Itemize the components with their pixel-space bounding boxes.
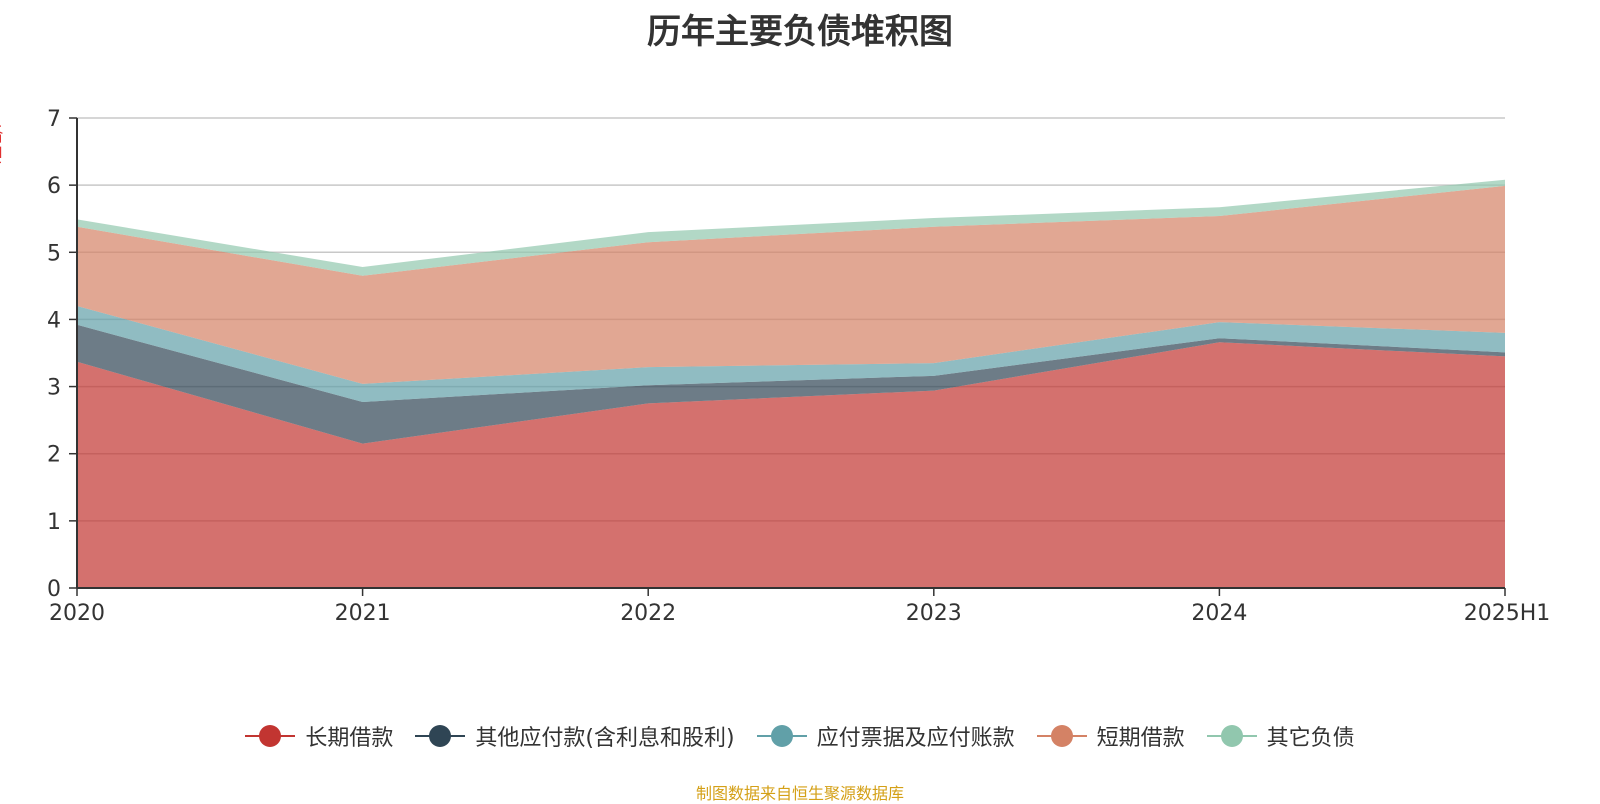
legend-marker-icon xyxy=(1206,724,1257,748)
data-source-note: 制图数据来自恒生聚源数据库 xyxy=(695,784,904,803)
series-area-1 xyxy=(77,342,1505,588)
legend-marker-icon xyxy=(756,724,807,748)
y-tick-label: 5 xyxy=(47,241,61,266)
legend-item-2[interactable]: 其他应付款(含利息和股利) xyxy=(415,720,735,752)
series-area-5 xyxy=(77,179,1505,276)
legend-label: 短期借款 xyxy=(1096,726,1185,751)
legend-item-3[interactable]: 应付票据及应付账款 xyxy=(756,720,1015,752)
legend-label: 长期借款 xyxy=(305,726,394,751)
legend-marker-icon xyxy=(1036,724,1087,748)
x-tick-label: 2023 xyxy=(906,601,962,626)
y-tick-label: 6 xyxy=(47,174,61,199)
x-tick-label: 2024 xyxy=(1191,601,1247,626)
x-tick-label: 2022 xyxy=(620,601,676,626)
legend-marker-icon xyxy=(245,724,296,748)
legend-item-5[interactable]: 其它负债 xyxy=(1206,720,1355,752)
legend-item-1[interactable]: 长期借款 xyxy=(245,720,393,752)
x-axis-ticks: 2020 2021 2022 2023 2024 2025H1 xyxy=(49,588,1550,626)
series-areas xyxy=(77,179,1505,588)
x-tick-label: 2020 xyxy=(49,601,105,626)
y-tick-label: 4 xyxy=(47,308,61,333)
x-tick-label: 2025H1 xyxy=(1464,601,1551,626)
legend-label: 其它负债 xyxy=(1266,726,1355,751)
legend-label: 应付票据及应付账款 xyxy=(816,726,1015,751)
series-area-4 xyxy=(77,185,1505,384)
chart-title: 历年主要负债堆积图 xyxy=(647,12,953,52)
legend-label: 其他应付款(含利息和股利) xyxy=(475,726,735,751)
x-tick-label: 2021 xyxy=(335,601,391,626)
y-tick-label: 7 xyxy=(47,107,61,132)
y-tick-label: 0 xyxy=(47,577,61,602)
y-tick-label: 1 xyxy=(47,510,61,535)
legend: 长期借款 其他应付款(含利息和股利) 应付票据及应付账款 短期借款 其它负债 xyxy=(0,720,1600,752)
y-tick-label: 2 xyxy=(47,443,61,468)
axes xyxy=(76,118,1505,589)
y-axis-ticks: 0 1 2 3 4 5 6 7 xyxy=(47,107,77,602)
legend-item-4[interactable]: 短期借款 xyxy=(1036,720,1185,752)
legend-marker-icon xyxy=(415,724,466,748)
series-area-2 xyxy=(77,324,1505,444)
y-tick-label: 3 xyxy=(47,376,61,401)
